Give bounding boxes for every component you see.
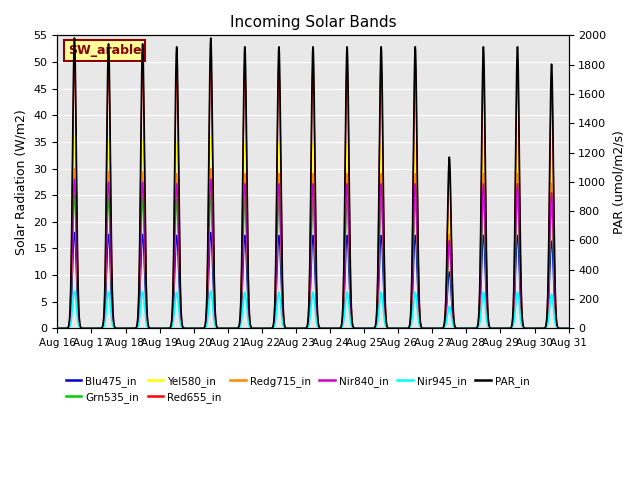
Nir945_in: [294, 325, 301, 331]
Red655_in: [70, 57, 78, 62]
Nir945_in: [54, 325, 61, 331]
Title: Incoming Solar Bands: Incoming Solar Bands: [230, 15, 396, 30]
Grn535_in: [428, 325, 435, 331]
Yel580_in: [564, 325, 572, 331]
Line: Grn535_in: Grn535_in: [58, 195, 568, 328]
PAR_in: [294, 325, 301, 331]
Red655_in: [294, 325, 301, 331]
Blu475_in: [564, 325, 572, 331]
Redg715_in: [399, 325, 407, 331]
Yel580_in: [145, 325, 153, 331]
Blu475_in: [564, 325, 572, 331]
Redg715_in: [70, 166, 78, 171]
Line: PAR_in: PAR_in: [58, 38, 568, 328]
Nir840_in: [399, 325, 407, 331]
Nir945_in: [70, 288, 78, 294]
Red655_in: [145, 325, 153, 331]
Redg715_in: [428, 325, 435, 331]
Blu475_in: [54, 325, 61, 331]
Nir945_in: [564, 325, 572, 331]
Grn535_in: [70, 192, 78, 198]
PAR_in: [145, 325, 153, 331]
Nir840_in: [456, 325, 464, 331]
Grn535_in: [564, 325, 572, 331]
Blu475_in: [70, 229, 78, 235]
Redg715_in: [564, 325, 572, 331]
Nir945_in: [428, 325, 435, 331]
Nir840_in: [54, 325, 61, 331]
Legend: Blu475_in, Grn535_in, Yel580_in, Red655_in, Redg715_in, Nir840_in, Nir945_in, PA: Blu475_in, Grn535_in, Yel580_in, Red655_…: [61, 372, 534, 407]
PAR_in: [456, 325, 464, 331]
Nir840_in: [564, 325, 572, 331]
Nir945_in: [145, 325, 153, 331]
Blu475_in: [456, 325, 464, 331]
Red655_in: [399, 325, 407, 331]
Line: Nir840_in: Nir840_in: [58, 179, 568, 328]
Blu475_in: [399, 325, 407, 331]
Redg715_in: [54, 325, 61, 331]
Red655_in: [564, 325, 572, 331]
PAR_in: [564, 325, 572, 331]
Yel580_in: [456, 325, 464, 331]
Nir840_in: [294, 325, 301, 331]
Redg715_in: [564, 325, 572, 331]
Nir840_in: [145, 325, 153, 331]
PAR_in: [399, 325, 407, 331]
Grn535_in: [294, 325, 301, 331]
Yel580_in: [54, 325, 61, 331]
Redg715_in: [294, 325, 301, 331]
Text: SW_arable: SW_arable: [68, 44, 141, 57]
Yel580_in: [294, 325, 301, 331]
Nir840_in: [70, 176, 78, 182]
Line: Nir945_in: Nir945_in: [58, 291, 568, 328]
Line: Blu475_in: Blu475_in: [58, 232, 568, 328]
PAR_in: [54, 325, 61, 331]
Nir945_in: [564, 325, 572, 331]
Yel580_in: [428, 325, 435, 331]
PAR_in: [70, 35, 78, 41]
Blu475_in: [145, 325, 153, 331]
Grn535_in: [145, 325, 153, 331]
Blu475_in: [294, 325, 301, 331]
Y-axis label: PAR (umol/m2/s): PAR (umol/m2/s): [612, 130, 625, 234]
Redg715_in: [145, 325, 153, 331]
Red655_in: [54, 325, 61, 331]
Yel580_in: [70, 134, 78, 140]
Red655_in: [428, 325, 435, 331]
Y-axis label: Solar Radiation (W/m2): Solar Radiation (W/m2): [15, 109, 28, 255]
PAR_in: [428, 325, 435, 331]
Line: Red655_in: Red655_in: [58, 60, 568, 328]
Red655_in: [564, 325, 572, 331]
Line: Yel580_in: Yel580_in: [58, 137, 568, 328]
PAR_in: [564, 325, 572, 331]
Line: Redg715_in: Redg715_in: [58, 168, 568, 328]
Red655_in: [456, 325, 464, 331]
Yel580_in: [564, 325, 572, 331]
Grn535_in: [54, 325, 61, 331]
Nir840_in: [428, 325, 435, 331]
Nir945_in: [456, 325, 464, 331]
Grn535_in: [399, 325, 407, 331]
Redg715_in: [456, 325, 464, 331]
Grn535_in: [456, 325, 464, 331]
Nir840_in: [564, 325, 572, 331]
Yel580_in: [399, 325, 407, 331]
Nir945_in: [399, 325, 407, 331]
Grn535_in: [564, 325, 572, 331]
Blu475_in: [428, 325, 435, 331]
